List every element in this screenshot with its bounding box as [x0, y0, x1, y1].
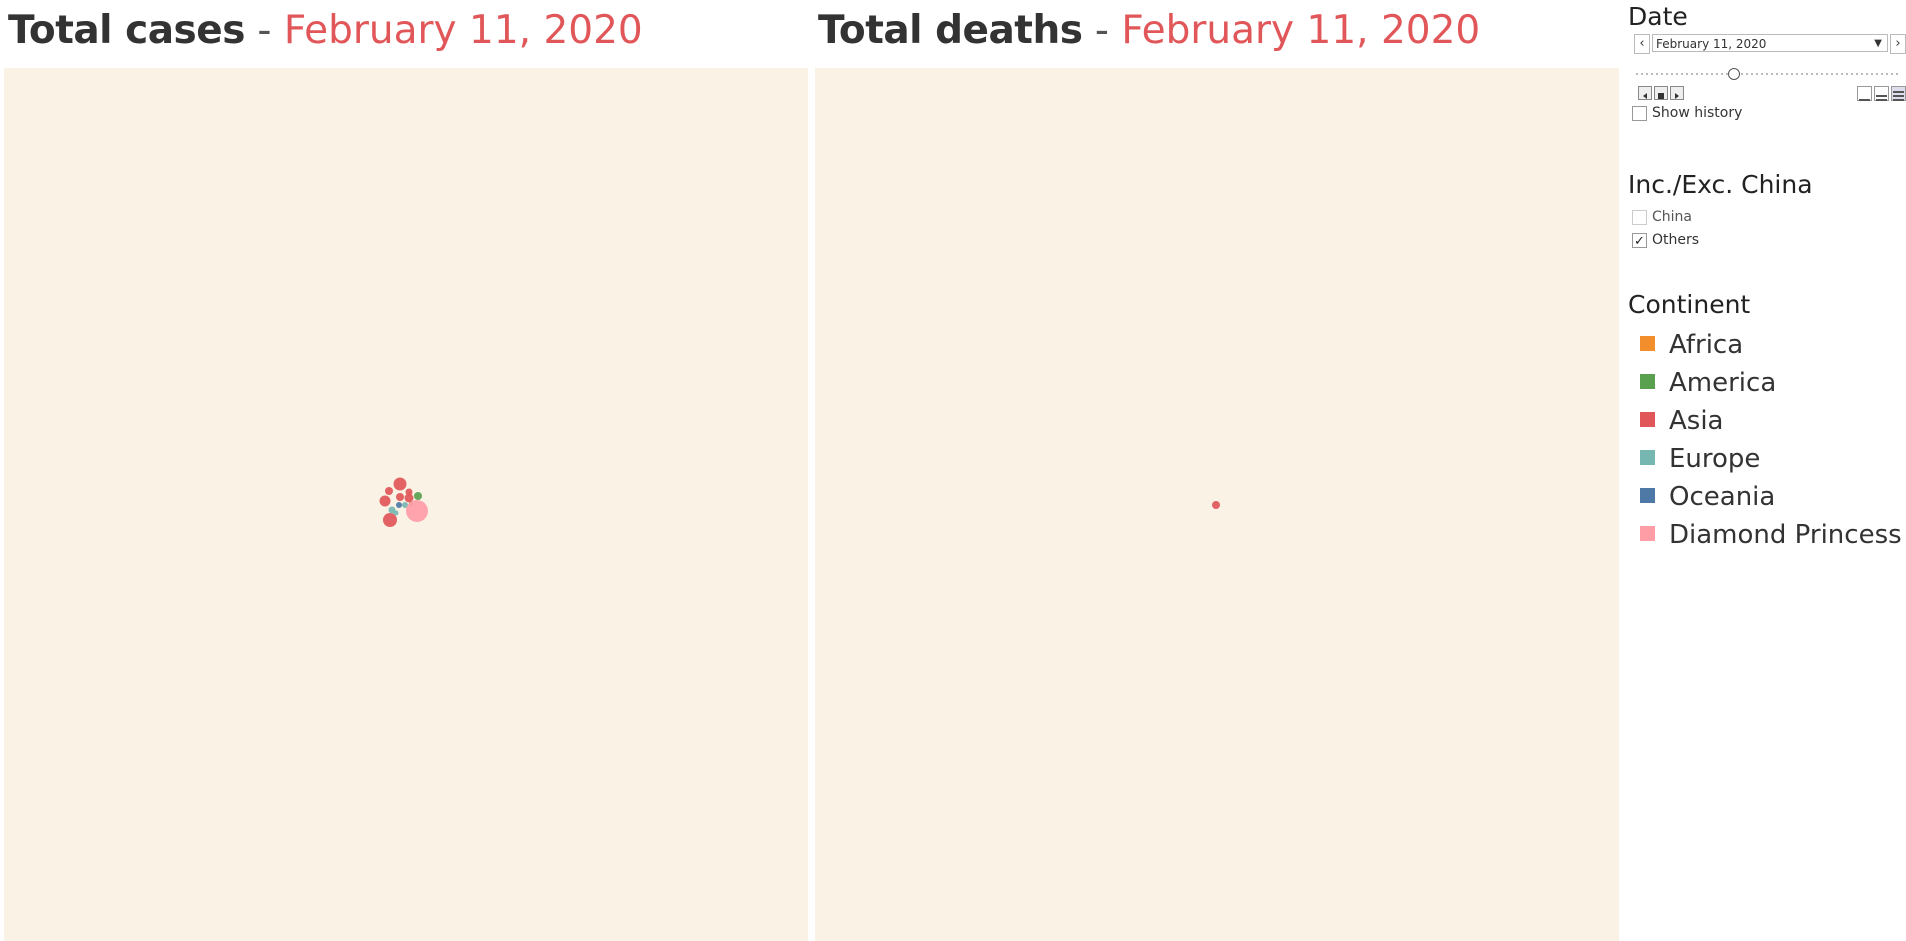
- cases-title-separator: -: [244, 8, 284, 53]
- bubble-europe[interactable]: [393, 510, 399, 516]
- china-option-label: China: [1652, 209, 1692, 225]
- date-dropdown-value: February 11, 2020: [1656, 37, 1767, 51]
- deaths-title-separator: -: [1082, 8, 1122, 53]
- bubble-europe[interactable]: [388, 506, 396, 514]
- bubble-oceania[interactable]: [396, 502, 402, 508]
- swatch-europe: [1640, 450, 1655, 465]
- china-filter-heading: Inc./Exc. China: [1628, 170, 1813, 199]
- legend-label-europe: Europe: [1669, 444, 1761, 474]
- legend-label-oceania: Oceania: [1669, 482, 1776, 512]
- bubble-asia[interactable]: [393, 477, 407, 491]
- date-filter-heading: Date: [1628, 2, 1688, 31]
- step-back-icon[interactable]: [1638, 86, 1652, 100]
- swatch-america: [1640, 374, 1655, 389]
- legend-item-africa[interactable]: Africa: [1640, 328, 1743, 362]
- bubble-asia[interactable]: [405, 488, 413, 496]
- legend-label-america: America: [1669, 368, 1777, 398]
- legend-item-diamond-princess[interactable]: Diamond Princess: [1640, 518, 1902, 552]
- chevron-right-icon[interactable]: ›: [1890, 34, 1906, 54]
- playback-controls: [1638, 86, 1686, 100]
- china-checkbox[interactable]: [1632, 209, 1647, 225]
- legend-item-europe[interactable]: Europe: [1640, 442, 1760, 476]
- cases-bubble-plot[interactable]: [4, 68, 808, 941]
- play-icon[interactable]: [1670, 86, 1684, 100]
- others-option-label: Others: [1652, 232, 1700, 248]
- bubble-asia[interactable]: [383, 513, 397, 527]
- legend-item-asia[interactable]: Asia: [1640, 404, 1724, 438]
- swatch-diamond-princess: [1640, 526, 1655, 541]
- speed-medium-icon[interactable]: [1874, 86, 1889, 101]
- deaths-bubble-plot[interactable]: [815, 68, 1619, 941]
- swatch-oceania: [1640, 488, 1655, 503]
- show-history-label: Show history: [1652, 105, 1743, 121]
- date-slider[interactable]: [1636, 68, 1898, 80]
- legend-label-asia: Asia: [1669, 406, 1724, 436]
- bubble-asia[interactable]: [379, 495, 391, 507]
- bubble-america[interactable]: [414, 492, 422, 500]
- slider-thumb[interactable]: [1728, 68, 1740, 80]
- stop-icon[interactable]: [1654, 86, 1668, 100]
- show-history-checkbox[interactable]: [1632, 105, 1647, 121]
- bubble-asia[interactable]: [396, 493, 404, 501]
- legend-label-diamond-princess: Diamond Princess: [1669, 520, 1902, 550]
- slider-track: [1636, 73, 1898, 75]
- cases-title-main: Total cases: [8, 8, 245, 53]
- continent-legend-heading: Continent: [1628, 290, 1751, 319]
- chevron-left-icon[interactable]: ‹: [1634, 34, 1650, 54]
- speed-slow-icon[interactable]: [1857, 86, 1872, 101]
- bubble-asia[interactable]: [1212, 501, 1220, 509]
- date-navigator: ‹ February 11, 2020 ▼ ›: [1634, 34, 1906, 54]
- legend-label-africa: Africa: [1669, 330, 1744, 360]
- swatch-asia: [1640, 412, 1655, 427]
- speed-controls: [1855, 86, 1906, 105]
- speed-fast-icon[interactable]: [1891, 86, 1906, 101]
- chevron-down-icon: ▼: [1874, 38, 1882, 49]
- bubble-asia[interactable]: [385, 487, 393, 495]
- bubble-diamond-princess[interactable]: [406, 500, 428, 522]
- bubble-asia[interactable]: [404, 493, 414, 503]
- legend-item-oceania[interactable]: Oceania: [1640, 480, 1775, 514]
- show-history-toggle[interactable]: Show history: [1632, 104, 1742, 122]
- legend-item-america[interactable]: America: [1640, 366, 1776, 400]
- date-dropdown[interactable]: February 11, 2020 ▼: [1652, 34, 1888, 52]
- china-filter-option-china[interactable]: China: [1632, 208, 1692, 226]
- cases-title: Total cases - February 11, 2020: [8, 4, 643, 58]
- deaths-title: Total deaths - February 11, 2020: [818, 4, 1480, 58]
- deaths-title-date: February 11, 2020: [1121, 8, 1481, 53]
- bubble-europe[interactable]: [402, 502, 408, 508]
- others-checkbox[interactable]: ✓: [1632, 232, 1647, 249]
- deaths-title-main: Total deaths: [818, 8, 1083, 53]
- china-filter-option-others[interactable]: ✓ Others: [1632, 231, 1699, 249]
- control-panel: Date ‹ February 11, 2020 ▼ › Show histor…: [1628, 0, 1906, 940]
- swatch-africa: [1640, 336, 1655, 351]
- cases-title-date: February 11, 2020: [283, 8, 643, 53]
